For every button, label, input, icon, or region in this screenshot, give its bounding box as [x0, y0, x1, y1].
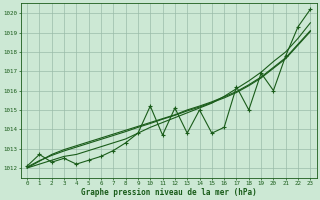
X-axis label: Graphe pression niveau de la mer (hPa): Graphe pression niveau de la mer (hPa): [81, 188, 257, 197]
